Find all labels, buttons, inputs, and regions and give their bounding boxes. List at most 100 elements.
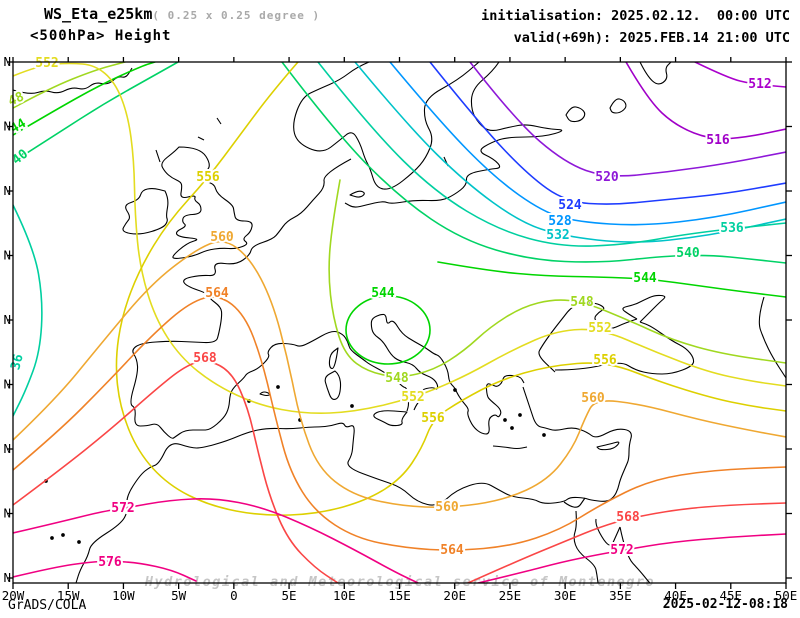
contour-label-576: 576 — [98, 555, 122, 570]
coastline-path — [538, 302, 638, 373]
valid-line: valid(+69h): 2025.FEB.14 21:00 UTC — [513, 30, 790, 46]
x-tick-label: 10W — [112, 588, 135, 603]
contour-label-520: 520 — [595, 170, 619, 185]
contour-576 — [13, 560, 197, 582]
contour-label-560: 560 — [210, 230, 234, 245]
contour-label-536: 536 — [720, 221, 744, 236]
coastline-path — [373, 410, 408, 427]
contour-label-528: 528 — [548, 214, 572, 229]
contour-label-544: 544 — [371, 286, 395, 301]
coastline-path — [554, 321, 695, 375]
contour-556 — [115, 62, 786, 516]
y-tick-label: N — [3, 248, 11, 263]
x-tick-label: 0 — [230, 588, 238, 603]
contour-552 — [13, 62, 786, 414]
coastline-path — [122, 188, 169, 235]
y-tick-label: N — [3, 570, 11, 585]
contour-label-552: 552 — [35, 56, 58, 71]
contour-label-568: 568 — [616, 510, 640, 525]
contour-544 — [13, 62, 786, 365]
contour-568 — [13, 360, 786, 583]
y-tick-label: N — [3, 506, 11, 521]
coastline-path — [622, 294, 666, 323]
contour-label-556: 556 — [196, 170, 220, 185]
y-tick-label: N — [3, 119, 11, 134]
grid-resolution-note: ( 0.25 x 0.25 degree ) — [152, 9, 321, 22]
coastline-path — [293, 62, 480, 190]
contour-label-524: 524 — [558, 198, 582, 213]
contour-532 — [354, 62, 786, 243]
y-tick-label: N — [3, 312, 11, 327]
contour-label-548: 548 — [385, 371, 409, 386]
island-speck — [503, 418, 507, 422]
axis-y-labels: N N N N N N N N N — [3, 54, 11, 585]
contour-536 — [13, 62, 786, 417]
island-speck — [50, 536, 54, 540]
island-speck — [350, 404, 354, 408]
x-tick-label: 40E — [664, 588, 687, 603]
coastline-path — [259, 391, 271, 397]
island-speck — [518, 413, 522, 417]
coastline-path — [492, 445, 528, 450]
coastline-path — [130, 158, 410, 439]
contour-564 — [13, 296, 786, 551]
coastline-path — [349, 190, 365, 198]
coastline-path — [197, 136, 205, 141]
y-tick-label: N — [3, 183, 11, 198]
contour-label-572: 572 — [111, 501, 134, 516]
contours — [13, 62, 786, 583]
x-tick-label: 20W — [2, 588, 25, 603]
contour-512 — [694, 62, 786, 88]
contour-label-552: 552 — [588, 321, 611, 336]
coastline-path — [639, 62, 672, 85]
grads-credit: GrADS/COLA — [8, 598, 87, 613]
contour-label-560: 560 — [435, 500, 459, 515]
contour-540 — [13, 62, 786, 264]
contour-label-516: 516 — [706, 133, 730, 148]
x-tick-label: 50E — [775, 588, 798, 603]
contour-label-552: 552 — [401, 390, 424, 405]
creation-timestamp: 2025-02-12-08:18 — [662, 597, 788, 612]
model-name: WS_Eta_e25km — [44, 5, 153, 23]
x-tick-label: 15W — [57, 588, 80, 603]
contour-label-572: 572 — [610, 543, 633, 558]
x-tick-label: 30E — [554, 588, 577, 603]
contour-label-568: 568 — [193, 351, 217, 366]
coastline-path — [328, 347, 339, 370]
coastline-path — [758, 296, 786, 379]
contour-label-512: 512 — [748, 77, 771, 92]
coastline-path — [596, 441, 620, 451]
x-tick-label: 5W — [171, 588, 187, 603]
island-speck — [77, 540, 81, 544]
coastline-path — [324, 370, 342, 401]
contour-520 — [469, 62, 786, 177]
model-title: WS_Eta_e25km( 0.25 x 0.25 degree ) — [44, 5, 320, 23]
x-tick-label: 20E — [443, 588, 466, 603]
coastline-path — [370, 313, 525, 435]
map-frame — [7, 57, 792, 589]
watermark: Hydrological and Meteorological service … — [144, 574, 655, 590]
contour-label-532: 532 — [546, 228, 569, 243]
island-speck — [453, 388, 457, 392]
contour-label-536: 36 — [8, 352, 27, 371]
coastline-path — [161, 146, 253, 259]
y-tick-label: N — [3, 54, 11, 69]
contour-label-560: 560 — [581, 391, 605, 406]
x-tick-label: 35E — [609, 588, 632, 603]
x-tick-label: 5E — [282, 588, 297, 603]
coastline-path — [563, 497, 586, 508]
contour-label-548: 548 — [570, 295, 594, 310]
y-tick-label: N — [3, 441, 11, 456]
contour-572 — [13, 498, 786, 583]
x-tick-label: 25E — [499, 588, 522, 603]
contour-label-564: 564 — [440, 543, 464, 558]
island-speck — [542, 433, 546, 437]
island-speck — [276, 385, 280, 389]
initialisation-line: initialisation: 2025.02.12. 00:00 UTC — [481, 8, 790, 24]
island-speck — [61, 533, 65, 537]
contour-label-544: 544 — [633, 271, 657, 286]
island-speck — [510, 426, 514, 430]
